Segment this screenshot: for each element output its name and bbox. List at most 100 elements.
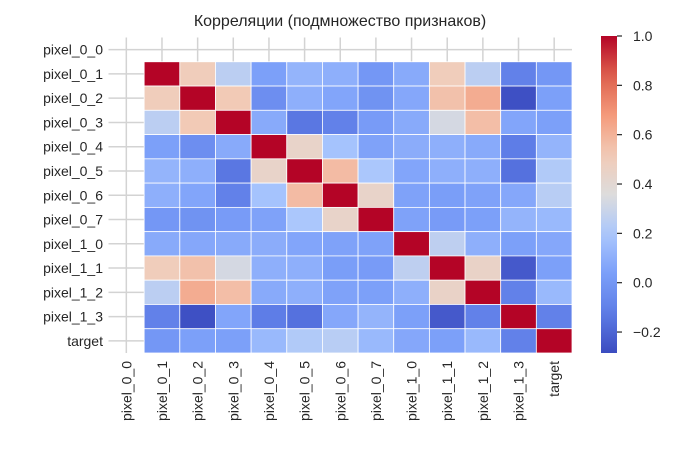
heatmap-cell — [286, 328, 323, 354]
heatmap-cell — [500, 328, 537, 354]
heatmap-cell — [428, 182, 466, 208]
heatmap-cell — [464, 255, 502, 281]
colorbar-ticks: 1.0 0.8 0.6 0.4 0.2 0.0 −0.2 — [617, 28, 661, 340]
heatmap-cell — [428, 134, 466, 160]
heatmap-cell — [393, 255, 430, 281]
heatmap-cell — [428, 304, 466, 330]
x-tick-label: pixel_0_7 — [368, 361, 384, 421]
heatmap-cell — [322, 255, 359, 281]
heatmap-cell — [428, 255, 466, 281]
heatmap-cell — [357, 328, 395, 354]
heatmap-cell — [250, 109, 288, 135]
heatmap-cell — [464, 231, 502, 257]
y-tick-label: pixel_0_6 — [43, 187, 103, 203]
heatmap-cell — [215, 182, 252, 208]
heatmap-cell — [393, 134, 430, 160]
heatmap-cell — [464, 182, 502, 208]
heatmap-cell — [286, 231, 323, 257]
heatmap-cell — [535, 85, 573, 111]
heatmap-cell — [500, 61, 537, 87]
heatmap-cell — [143, 109, 181, 135]
colorbar-tick-label: 0.6 — [633, 127, 653, 143]
heatmap-cell — [357, 231, 395, 257]
heatmap-cell — [250, 182, 288, 208]
heatmap-cell — [464, 85, 502, 111]
heatmap-cell — [286, 206, 323, 233]
heatmap-cell — [535, 206, 573, 233]
heatmap-cell — [464, 304, 502, 330]
heatmap-cell — [500, 134, 537, 160]
heatmap-cell — [500, 304, 537, 330]
x-tick-label: pixel_1_2 — [475, 361, 491, 421]
x-tick-label: pixel_0_0 — [118, 361, 134, 421]
y-tick-label: pixel_0_0 — [43, 42, 103, 58]
heatmap-cell — [215, 158, 252, 184]
heatmap-cell — [464, 328, 502, 354]
colorbar-tick-label: 0.8 — [633, 77, 653, 93]
heatmap-cell — [393, 85, 430, 111]
colorbar-tick-label: 0.2 — [633, 225, 653, 241]
y-tick-label: pixel_1_2 — [43, 284, 103, 300]
heatmap-cell — [428, 231, 466, 257]
heatmap-cell — [393, 158, 430, 184]
heatmap-cell — [357, 255, 395, 281]
heatmap-cell — [286, 304, 323, 330]
heatmap-cell — [500, 85, 537, 111]
heatmap-cell — [393, 206, 430, 233]
heatmap-cell — [322, 231, 359, 257]
x-tick-label: pixel_0_6 — [332, 361, 348, 421]
heatmap-cell — [179, 206, 216, 233]
heatmap-cell — [500, 109, 537, 135]
y-tick-label: pixel_0_5 — [43, 163, 103, 179]
heatmap-cell — [143, 61, 181, 87]
heatmap-cell — [357, 182, 395, 208]
heatmap-cell — [464, 158, 502, 184]
heatmap-cell — [215, 304, 252, 330]
y-tick-label: pixel_1_1 — [43, 260, 103, 276]
heatmap-cell — [286, 109, 323, 135]
heatmap-cell — [143, 158, 181, 184]
x-tick-label: pixel_1_0 — [404, 361, 420, 421]
heatmap-cell — [535, 109, 573, 135]
y-tick-label: pixel_1_3 — [43, 309, 103, 325]
heatmap-cell — [179, 328, 216, 354]
heatmap-cell — [179, 304, 216, 330]
heatmap-cell — [143, 304, 181, 330]
x-tick-label: pixel_0_5 — [297, 361, 313, 421]
heatmap-cell — [215, 206, 252, 233]
heatmap-cell — [215, 279, 252, 305]
heatmap-cell — [322, 206, 359, 233]
heatmap-cell — [464, 279, 502, 305]
heatmap-cell — [179, 255, 216, 281]
heatmap-cell — [286, 255, 323, 281]
heatmap-cell — [143, 255, 181, 281]
x-tick-label: pixel_1_3 — [511, 361, 527, 421]
heatmap-cell — [179, 61, 216, 87]
chart-title: Корреляции (подмножество признаков) — [194, 13, 486, 30]
heatmap-cell — [179, 182, 216, 208]
heatmap-cell — [215, 255, 252, 281]
y-tick-label: target — [67, 333, 103, 349]
heatmap-cell — [322, 279, 359, 305]
heatmap-cell — [322, 328, 359, 354]
heatmap-cell — [500, 206, 537, 233]
heatmap-cell — [535, 279, 573, 305]
heatmap-cell — [535, 255, 573, 281]
heatmap-cell — [535, 328, 573, 354]
heatmap-cell — [357, 109, 395, 135]
colorbar-tick-label: 0.4 — [633, 176, 653, 192]
y-tick-label: pixel_1_0 — [43, 236, 103, 252]
heatmap-cell — [143, 328, 181, 354]
heatmap-cell — [250, 328, 288, 354]
heatmap-cell — [500, 182, 537, 208]
heatmap-cell — [357, 206, 395, 233]
x-tick-label: pixel_0_2 — [190, 361, 206, 421]
heatmap-cell — [143, 231, 181, 257]
heatmap-cell — [286, 158, 323, 184]
colorbar-tick-label: 1.0 — [633, 28, 653, 44]
y-tick-label: pixel_0_4 — [43, 139, 103, 155]
x-tick-label: pixel_0_3 — [225, 361, 241, 421]
heatmap-cell — [322, 61, 359, 87]
y-tick-labels: pixel_0_0 pixel_0_1 pixel_0_2 pixel_0_3pixe… — [43, 42, 103, 349]
heatmap-cell — [464, 109, 502, 135]
